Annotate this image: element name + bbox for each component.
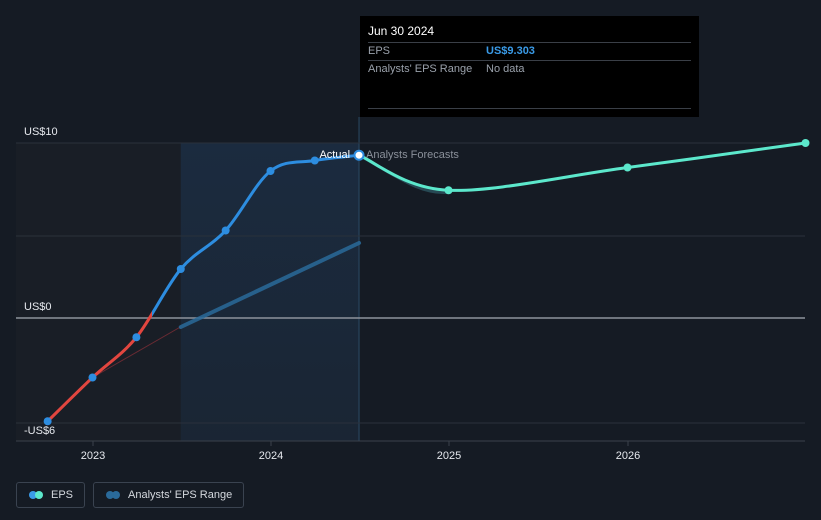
eps-line-negative <box>46 311 152 423</box>
eps-point-actual <box>221 226 230 235</box>
eps-point-forecast <box>444 186 453 195</box>
eps-point-actual <box>310 156 319 165</box>
eps-point-forecast <box>801 139 810 147</box>
eps-point-actual <box>266 167 275 175</box>
eps-point-actual <box>88 373 97 382</box>
trend-line-past <box>92 326 182 378</box>
range-swatch-icon <box>106 491 121 499</box>
y-tick-label: US$0 <box>24 301 52 313</box>
tooltip-date: Jun 30 2024 <box>368 16 691 43</box>
y-tick-label: US$10 <box>24 126 58 138</box>
eps-point-actual <box>43 417 52 426</box>
tooltip-eps-label: EPS <box>368 45 391 57</box>
y-tick-label: -US$6 <box>24 425 55 437</box>
legend: EPS Analysts' EPS Range <box>16 482 245 508</box>
eps-line-forecast <box>358 141 806 192</box>
x-tick-label: 2023 <box>81 450 105 462</box>
x-tick-label: 2025 <box>437 450 461 462</box>
actual-annotation: Actual <box>319 149 350 161</box>
legend-range-button[interactable]: Analysts' EPS Range <box>93 482 245 508</box>
tooltip-divider <box>368 108 691 109</box>
legend-eps-button[interactable]: EPS <box>16 482 86 508</box>
tooltip-eps-value: US$9.303 <box>486 45 535 57</box>
legend-range-label: Analysts' EPS Range <box>128 489 233 501</box>
eps-point-current <box>353 149 365 161</box>
eps-point-actual <box>176 265 185 273</box>
highlight-band <box>180 143 360 441</box>
eps-swatch-icon <box>29 491 43 499</box>
trend-line-recent <box>178 241 362 329</box>
tooltip-range-value: No data <box>486 63 525 75</box>
tooltip-range-label: Analysts' EPS Range <box>368 63 473 75</box>
forecast-annotation: Analysts Forecasts <box>366 149 459 161</box>
tooltip-range-row: Analysts' EPS Range No data <box>368 61 691 78</box>
tooltip: Jun 30 2024 EPS US$9.303 Analysts' EPS R… <box>360 16 699 117</box>
eps-point-forecast <box>623 163 632 172</box>
tooltip-eps-row: EPS US$9.303 <box>368 43 691 61</box>
legend-eps-label: EPS <box>51 489 74 501</box>
eps-line-actual <box>152 153 360 317</box>
x-tick-label: 2026 <box>616 450 640 462</box>
x-tick-label: 2024 <box>259 450 283 462</box>
eps-point-actual <box>132 333 141 342</box>
